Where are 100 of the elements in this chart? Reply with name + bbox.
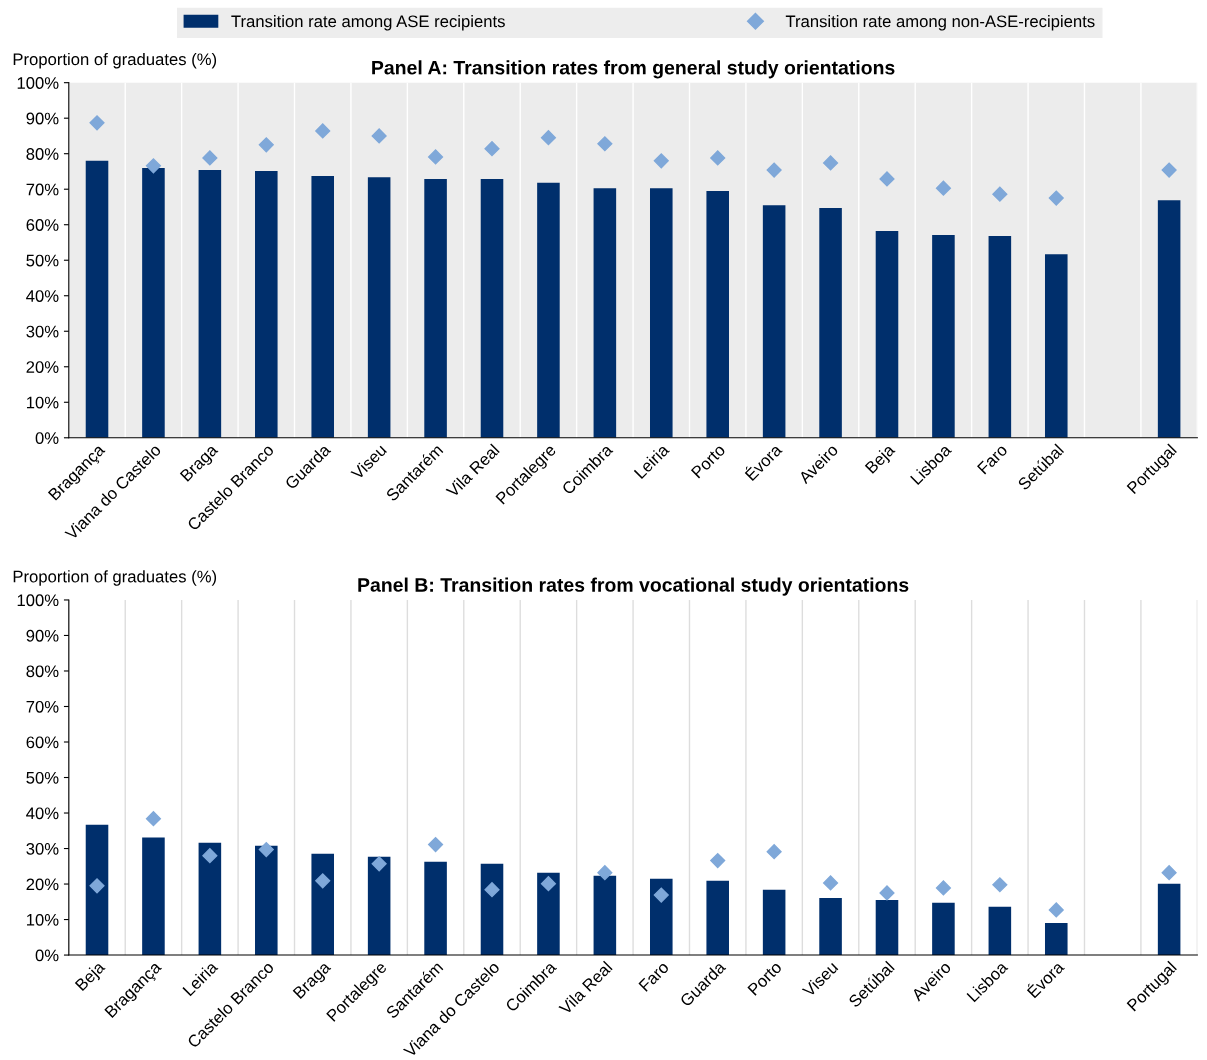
y-tick-label: 60% [26,219,59,231]
legend-label: Transition rate among non-ASE-recipients [785,15,1095,31]
bar [706,880,729,956]
point [935,880,951,896]
bar [480,863,504,956]
y-tick-label: 50% [26,771,59,784]
bar [875,900,899,956]
bar [537,872,560,956]
y-tick-label: 100% [17,594,59,607]
point [371,128,387,144]
y-tick-label: 40% [26,290,59,302]
y-tick-label: 80% [26,665,59,678]
bar [875,231,899,438]
bar [1157,200,1181,438]
y-tick-label: 0% [35,949,59,962]
x-tick-label: Faro [638,960,670,992]
y-tick-label: 60% [26,736,59,749]
bar [1044,923,1068,956]
y-tick-label: 90% [26,629,59,642]
bar [819,897,842,956]
legend-label: Transition rate among ASE recipients [231,15,505,31]
y-tick-label: 70% [26,700,59,713]
bar [255,845,278,956]
bar [424,178,447,438]
point [484,882,500,898]
point [653,153,669,169]
point [822,875,839,891]
y-tick-label: 50% [26,254,59,267]
bar [650,878,673,956]
bar [932,902,955,956]
x-tick-label: Beja [864,442,898,477]
point [315,873,331,889]
bar [85,160,109,438]
point [597,865,613,881]
bar [255,171,278,438]
y-tick-label: 30% [26,325,59,338]
point [202,150,218,166]
bar [1044,254,1068,438]
bar [367,177,391,438]
bar [932,235,955,438]
point [1161,865,1177,881]
point [258,842,274,858]
y-tick-label: 40% [26,807,59,820]
point [540,130,557,146]
point [540,876,557,892]
y-tick-label: 20% [26,361,59,373]
point [145,158,162,174]
point [766,162,782,178]
point [992,186,1008,202]
point [1048,902,1064,918]
bar [198,842,222,956]
y-tick-label: 0% [35,432,59,444]
y-tick-label: 20% [26,878,59,891]
bar [762,205,786,438]
point [484,141,500,157]
bar [593,188,617,438]
x-tick-label: Beja [74,959,108,994]
bar [85,824,109,956]
point [992,877,1008,893]
point [1161,162,1177,178]
point [258,137,274,153]
bar [142,167,165,438]
y-axis-title: Proportion of graduates (%) [13,570,217,586]
point [879,885,895,901]
point [935,180,951,196]
point [597,136,613,152]
point [710,853,726,869]
bar [762,889,786,956]
bar [367,856,391,956]
y-tick-label: 70% [26,183,59,196]
bar [311,176,335,438]
point [315,123,331,139]
bar [198,170,222,438]
point [1048,190,1064,206]
bar [537,182,560,438]
y-tick-label: 30% [26,842,59,855]
y-tick-label: 80% [26,148,59,160]
bar [424,861,447,956]
y-tick-label: 90% [26,112,59,125]
bar [593,875,617,956]
point [89,878,105,894]
point [145,811,162,827]
bar [142,837,165,956]
y-tick-label: 100% [17,77,59,89]
point [822,155,839,171]
point [766,844,782,860]
point [89,115,105,131]
point [428,837,444,853]
bar [1157,883,1181,956]
point [653,887,669,903]
y-tick-label: 10% [26,913,59,926]
point [710,150,726,166]
bar [988,906,1012,956]
point [371,856,387,872]
bar [819,208,842,438]
point [879,171,895,187]
y-axis-title: Proportion of graduates (%) [13,52,217,69]
chart-title: Panel B: Transition rates from vocational study orientations [358,577,909,596]
point [428,149,444,165]
bar [706,190,729,438]
